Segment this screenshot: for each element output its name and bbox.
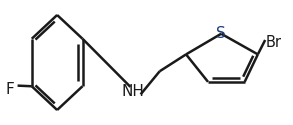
Text: F: F [6, 82, 15, 97]
Text: NH: NH [122, 84, 145, 99]
Text: S: S [216, 26, 226, 41]
Text: Br: Br [265, 35, 281, 50]
